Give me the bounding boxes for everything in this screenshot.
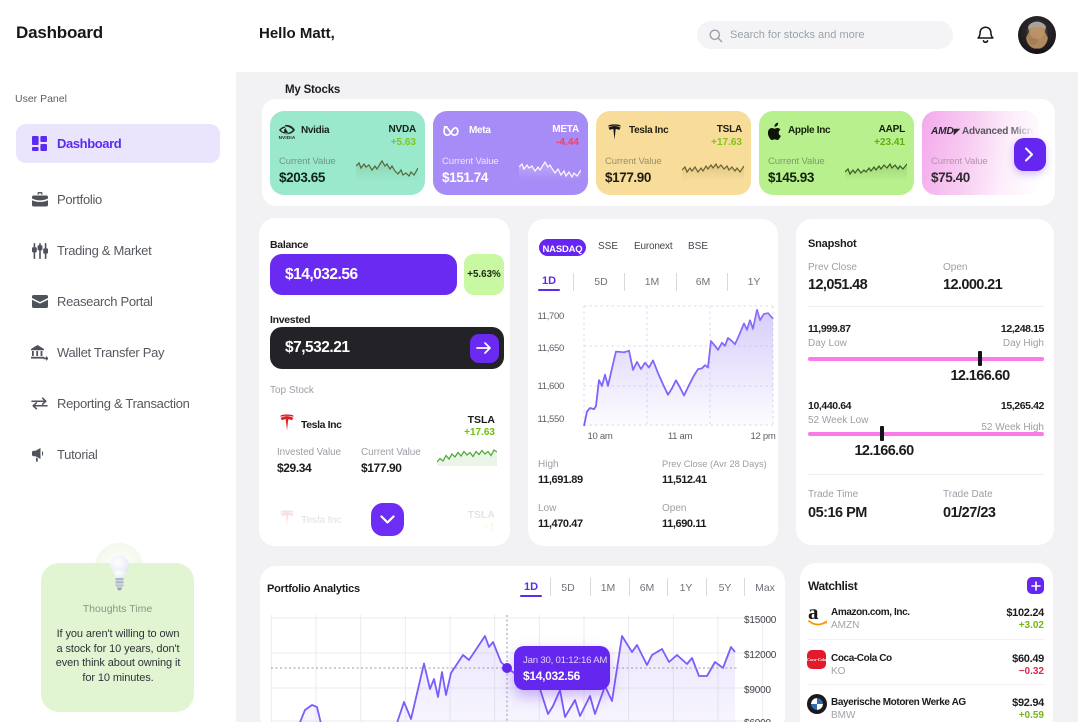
svg-text:10 am: 10 am [588,431,613,442]
svg-text:11 am: 11 am [668,431,693,442]
svg-text:12 pm: 12 pm [751,431,776,442]
svg-text:NVIDIA: NVIDIA [279,135,296,140]
svg-text:11,700: 11,700 [537,311,564,322]
svg-text:11,650: 11,650 [537,343,564,354]
svg-text:11,550: 11,550 [537,414,564,425]
svg-text:11,600: 11,600 [537,381,564,392]
